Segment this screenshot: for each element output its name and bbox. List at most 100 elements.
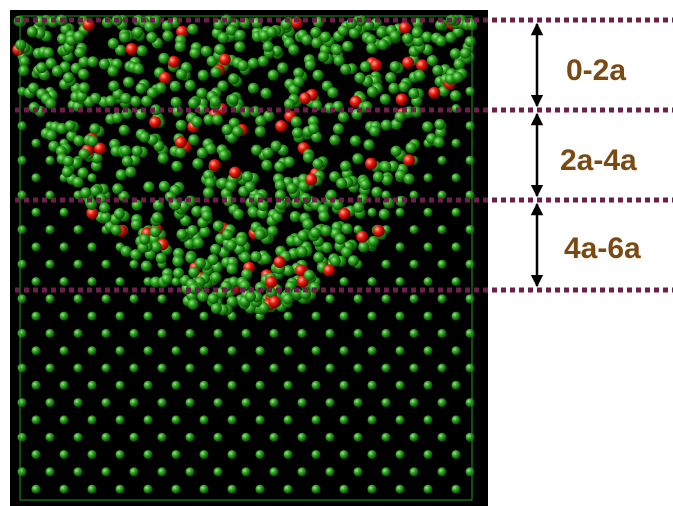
atom bbox=[115, 311, 125, 321]
atom bbox=[59, 242, 69, 252]
atom bbox=[309, 281, 321, 293]
atom bbox=[196, 87, 208, 99]
atom bbox=[297, 363, 307, 373]
atom bbox=[196, 147, 208, 159]
atom bbox=[87, 173, 97, 183]
atom bbox=[248, 206, 259, 218]
atom bbox=[226, 296, 238, 308]
atom bbox=[45, 328, 55, 338]
atom bbox=[297, 230, 309, 241]
atom bbox=[403, 154, 415, 167]
atom bbox=[255, 415, 265, 425]
atom bbox=[18, 65, 30, 77]
atom bbox=[380, 161, 392, 173]
atom bbox=[161, 20, 173, 32]
atom bbox=[451, 173, 461, 183]
atom bbox=[199, 415, 209, 425]
atom bbox=[171, 380, 181, 390]
atom bbox=[451, 242, 461, 252]
atom bbox=[465, 155, 475, 165]
atom bbox=[394, 111, 406, 123]
atom bbox=[187, 23, 199, 35]
atom bbox=[207, 293, 219, 304]
atom bbox=[360, 61, 371, 73]
atom bbox=[260, 253, 272, 265]
atom bbox=[129, 432, 139, 442]
atom bbox=[111, 112, 123, 124]
atom bbox=[74, 46, 86, 58]
atom bbox=[290, 116, 302, 128]
atom bbox=[189, 47, 201, 59]
atom bbox=[90, 92, 101, 104]
atom bbox=[271, 211, 283, 223]
atom bbox=[45, 363, 55, 373]
atom bbox=[149, 226, 161, 238]
atom bbox=[227, 484, 237, 494]
atom bbox=[171, 160, 183, 172]
atom bbox=[213, 398, 223, 408]
atom bbox=[150, 104, 162, 116]
atom bbox=[115, 169, 127, 181]
atom bbox=[146, 87, 158, 99]
atom bbox=[78, 56, 90, 68]
atom bbox=[235, 235, 247, 247]
atom bbox=[169, 80, 181, 92]
atom bbox=[312, 69, 324, 81]
atom bbox=[217, 32, 229, 44]
atom bbox=[301, 34, 313, 46]
atom bbox=[398, 81, 410, 93]
atom bbox=[143, 311, 153, 321]
atom bbox=[381, 259, 391, 269]
atom bbox=[339, 380, 349, 390]
atom bbox=[132, 63, 144, 75]
atom bbox=[465, 86, 475, 96]
atom bbox=[337, 111, 349, 123]
atom bbox=[421, 31, 433, 43]
atom bbox=[17, 121, 27, 131]
atom bbox=[353, 467, 363, 477]
atom bbox=[227, 346, 237, 356]
atom bbox=[45, 57, 57, 69]
atom bbox=[143, 380, 153, 390]
atom bbox=[232, 126, 244, 137]
atom bbox=[327, 87, 339, 99]
atom bbox=[409, 225, 419, 235]
atom bbox=[395, 346, 405, 356]
atom bbox=[266, 26, 278, 38]
atom bbox=[432, 64, 444, 76]
atom bbox=[78, 148, 90, 160]
atom bbox=[185, 398, 195, 408]
atom bbox=[188, 97, 200, 109]
atom bbox=[367, 484, 377, 494]
atom bbox=[409, 328, 419, 338]
atom bbox=[390, 145, 402, 157]
atom bbox=[267, 69, 279, 81]
atom bbox=[157, 152, 169, 164]
atom bbox=[437, 294, 447, 304]
atom bbox=[191, 205, 203, 217]
atom bbox=[449, 48, 461, 60]
atom bbox=[291, 127, 303, 139]
atom bbox=[201, 210, 213, 222]
atom bbox=[263, 110, 275, 122]
atom bbox=[255, 380, 265, 390]
atom bbox=[465, 225, 475, 235]
atom bbox=[62, 155, 74, 167]
atom bbox=[465, 328, 475, 338]
atom bbox=[87, 135, 99, 147]
atom bbox=[342, 40, 354, 52]
atom bbox=[17, 328, 27, 338]
atom bbox=[31, 138, 41, 148]
atom bbox=[353, 294, 363, 304]
atom bbox=[200, 45, 212, 57]
atom bbox=[323, 264, 335, 277]
atom bbox=[143, 484, 153, 494]
atom bbox=[199, 380, 209, 390]
atom bbox=[175, 68, 187, 80]
atom bbox=[304, 59, 316, 71]
atom bbox=[451, 415, 461, 425]
depth-label: 4a-6a bbox=[564, 232, 641, 265]
atom bbox=[87, 242, 97, 252]
atom bbox=[274, 161, 286, 172]
atom bbox=[194, 257, 206, 269]
